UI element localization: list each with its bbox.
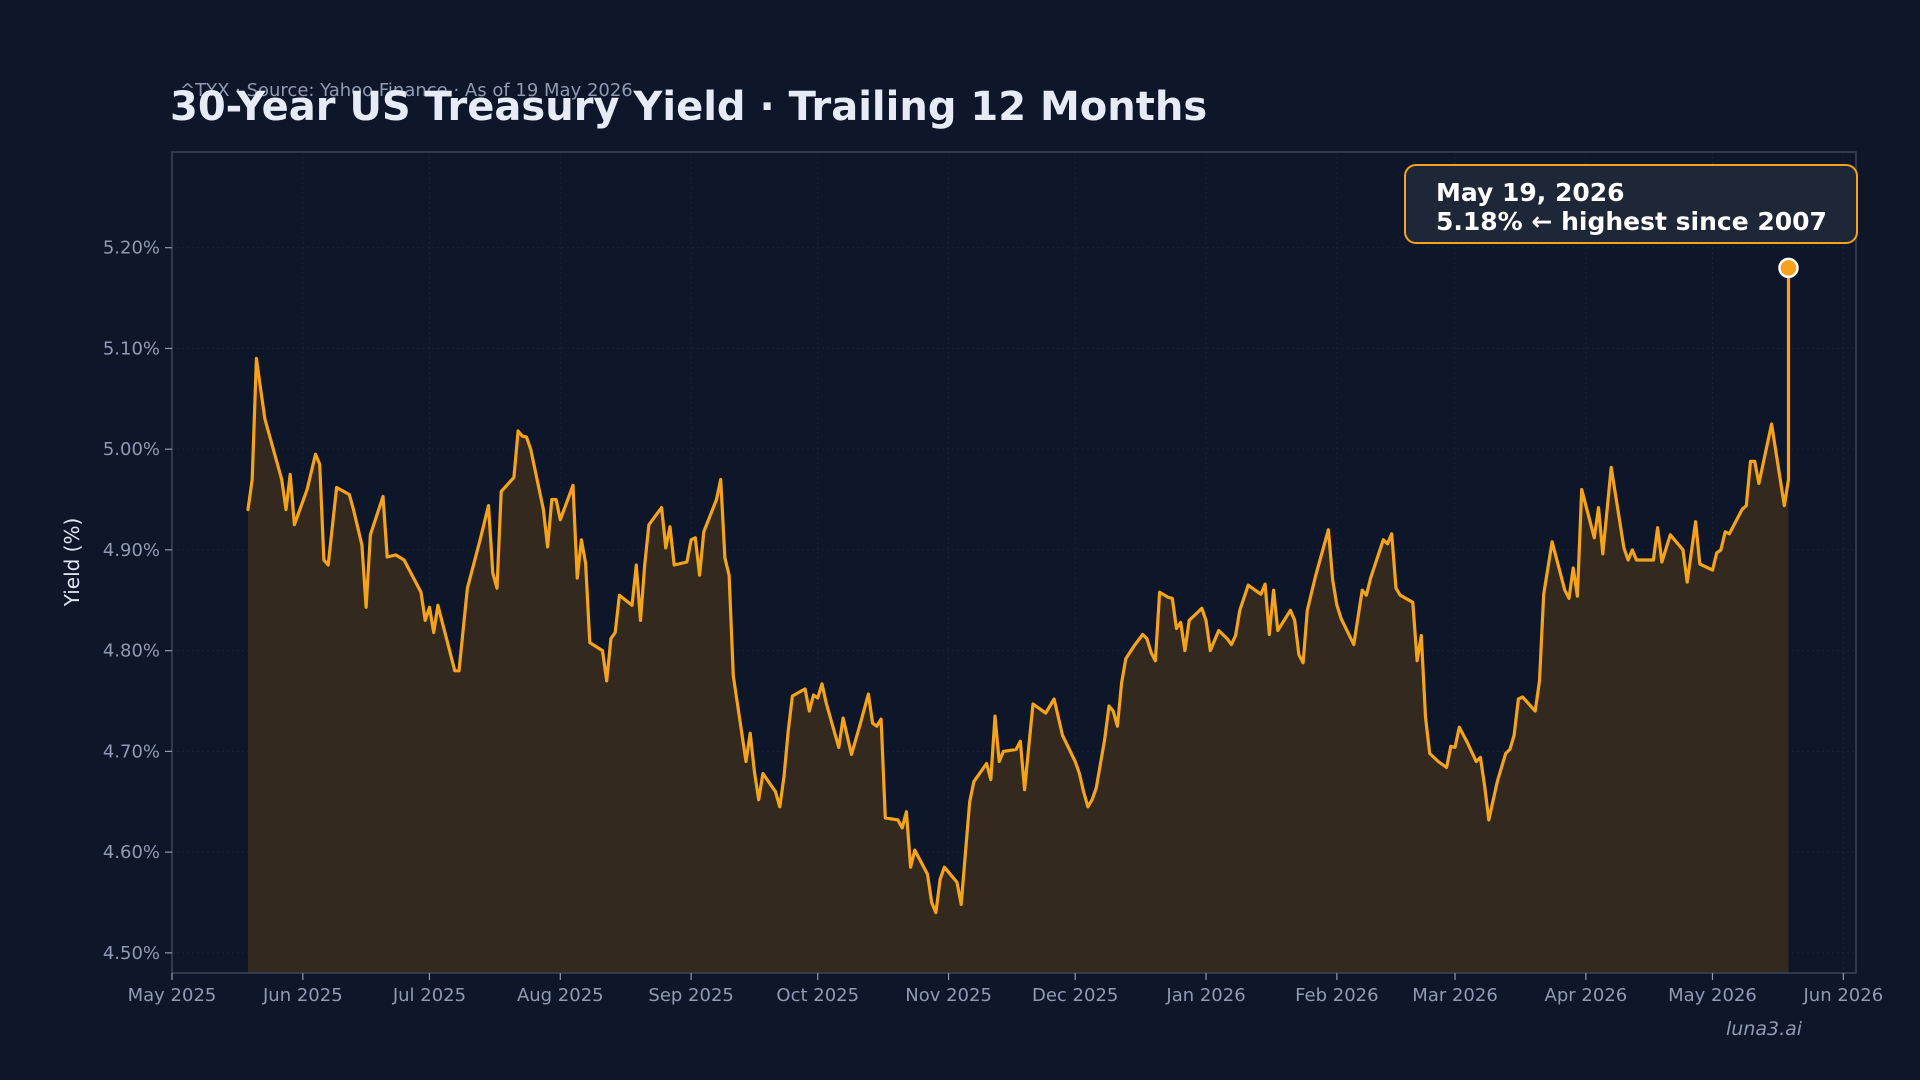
x-tick-label: Jun 2025	[262, 985, 343, 1006]
x-tick-label: May 2025	[128, 985, 217, 1006]
x-tick-label: Mar 2026	[1412, 985, 1498, 1006]
y-axis-label: Yield (%)	[60, 517, 84, 607]
y-tick-label: 4.80%	[103, 641, 160, 662]
x-tick-label: Nov 2025	[905, 985, 992, 1006]
x-tick-label: Oct 2025	[776, 985, 859, 1006]
x-tick-label: Jul 2025	[392, 985, 466, 1006]
y-tick-label: 4.50%	[103, 943, 160, 964]
y-tick-label: 4.60%	[103, 842, 160, 863]
highlight-callout: May 19, 2026 5.18% ← highest since 2007	[1404, 164, 1858, 244]
x-tick-label: May 2026	[1668, 985, 1757, 1006]
y-tick-label: 4.90%	[103, 540, 160, 561]
y-tick-label: 5.00%	[103, 439, 160, 460]
callout-value: 5.18% ← highest since 2007	[1436, 207, 1827, 236]
x-tick-label: Jan 2026	[1165, 985, 1245, 1006]
x-tick-label: Aug 2025	[517, 985, 604, 1006]
series-line	[246, 266, 1791, 915]
watermark: luna3.ai	[1726, 1018, 1803, 1040]
x-tick-label: Apr 2026	[1545, 985, 1628, 1006]
x-tick-label: Jun 2026	[1803, 985, 1884, 1006]
highlight-point	[1778, 257, 1799, 279]
x-tick-label: Dec 2025	[1032, 985, 1118, 1006]
y-tick-label: 4.70%	[103, 741, 160, 762]
plot-frame	[171, 151, 1857, 974]
chart-title: 30-Year US Treasury Yield · Trailing 12 …	[170, 84, 1208, 130]
y-tick-label: 5.20%	[103, 238, 160, 259]
x-tick-label: Sep 2025	[648, 985, 733, 1006]
x-tick-label: Feb 2026	[1295, 985, 1378, 1006]
series-area	[248, 267, 1789, 973]
y-tick-label: 5.10%	[103, 338, 160, 359]
callout-date: May 19, 2026	[1436, 178, 1625, 207]
chart-subtitle: ^TYX · Source: Yahoo Finance · As of 19 …	[180, 80, 633, 101]
